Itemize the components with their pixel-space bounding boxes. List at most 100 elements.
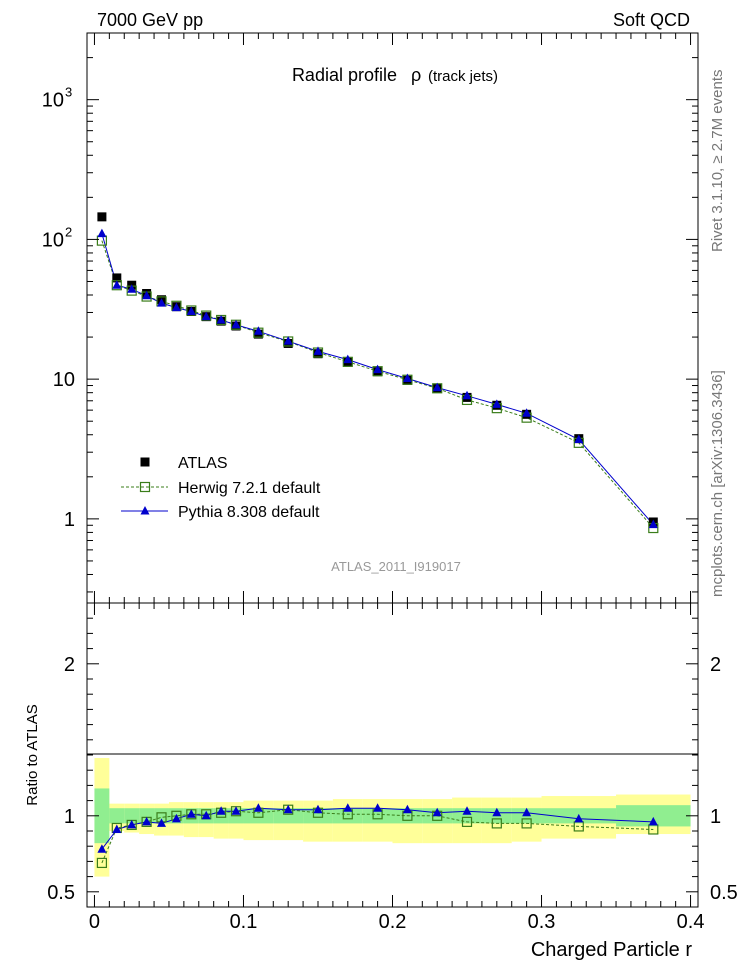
- main-point-s2-10: [253, 326, 263, 335]
- ratio-point-s1-2: [127, 819, 137, 829]
- x-tick-label-3: 0.3: [528, 911, 556, 933]
- legend-marker-0: [140, 457, 150, 467]
- main-point-s2-5: [171, 302, 181, 312]
- main-point-s1-6: [186, 305, 197, 316]
- mcplots-label: mcplots.cern.ch [arXiv:1306.3436]: [709, 370, 726, 597]
- ratio-point-s0-17: [461, 816, 473, 827]
- ratio-y-tick-label-2: 2: [64, 654, 75, 676]
- ratio-point-s1-21: [648, 816, 658, 826]
- main-y-tick-label-2: 10: [53, 369, 75, 391]
- main-point-s2-12: [313, 346, 323, 355]
- ratio-point-s1-10: [253, 803, 263, 812]
- ratio-series-line-0: [101, 809, 654, 864]
- legend-label-0: ATLAS: [178, 455, 228, 472]
- ratio-point-s1-14: [373, 803, 383, 812]
- main-point-s2-7: [201, 311, 211, 321]
- main-point-s2-14: [373, 364, 383, 374]
- main-y-tick-label-0: 10: [42, 90, 64, 112]
- ratio-stat-band-2: [124, 808, 140, 824]
- ratio-y-tick-labels-right: 0.5 1 2: [710, 654, 738, 904]
- ratio-point-s1-6: [186, 809, 196, 818]
- ratio-point-s1-20: [574, 813, 584, 823]
- ratio-point-s1-3: [142, 816, 152, 826]
- legend-marker-1: [139, 481, 151, 493]
- x-tick-label-4: 0.4: [677, 911, 705, 933]
- ratio-stat-band-10: [243, 808, 274, 824]
- main-point-s2-13: [343, 354, 353, 364]
- main-point-s2-20: [574, 434, 584, 443]
- main-point-s2-1: [112, 280, 122, 289]
- ratio-frame: [86, 602, 699, 908]
- main-point-s2-19: [522, 408, 532, 417]
- ratio-point-s1-13: [343, 803, 353, 812]
- ratio-point-s0-19: [521, 818, 532, 829]
- ratio-point-s1-4: [157, 818, 167, 827]
- main-series-line-2: [101, 233, 654, 525]
- ratio-point-s1-16: [432, 807, 442, 817]
- ratio-point-s1-17: [462, 806, 472, 815]
- main-point-s0-0: [97, 212, 107, 222]
- ratio-stat-band-3: [139, 808, 155, 824]
- ratio-point-s1-1: [112, 824, 122, 833]
- ratio-y-axis-label: Ratio to ATLAS: [24, 704, 41, 805]
- main-point-s2-21: [648, 519, 658, 529]
- main-y-tick-label-1: 10: [42, 229, 64, 251]
- ratio-y-tick-label-0: 0.5: [47, 882, 75, 904]
- ratio-y-tick-label-right-1: 1: [710, 806, 721, 828]
- ratio-stat-band-1: [109, 808, 125, 824]
- x-tick-label-2: 0.2: [379, 911, 407, 933]
- header-left: 7000 GeV pp: [97, 10, 203, 30]
- main-point-s2-8: [216, 314, 226, 324]
- main-title-suffix: (track jets): [428, 68, 498, 85]
- main-plot-area: [96, 212, 659, 534]
- main-y-tick-exponent-0: 3: [65, 85, 72, 100]
- main-title: Radial profile: [292, 65, 397, 85]
- ratio-y-tick-label-right-0: 0.5: [710, 882, 738, 904]
- header-right: Soft QCD: [613, 10, 690, 30]
- main-title-symbol: ρ: [411, 65, 421, 85]
- ratio-y-tick-label-1: 1: [64, 806, 75, 828]
- ratio-point-s1-0: [97, 844, 107, 853]
- main-point-s2-0: [97, 228, 107, 238]
- main-ticks: [87, 32, 698, 603]
- ratio-stat-band-14: [362, 808, 393, 824]
- ratio-plot-area: [96, 803, 659, 869]
- main-y-tick-exponent-1: 2: [65, 224, 72, 239]
- legend-marker-2: [140, 506, 150, 515]
- legend-label-1: Herwig 7.2.1 default: [178, 480, 321, 497]
- ratio-uncertainty-bands: [94, 758, 691, 877]
- ratio-stat-band-0: [94, 788, 110, 844]
- legend: ATLAS Herwig 7.2.1 default Pythia 8.308 de…: [121, 455, 321, 521]
- ratio-point-s1-19: [522, 807, 532, 817]
- ratio-point-s0-18: [491, 818, 502, 829]
- main-point-s2-18: [492, 399, 502, 408]
- ratio-y-tick-labels: 0.5 1 2: [47, 654, 75, 904]
- ratio-stat-band-11: [273, 808, 304, 824]
- ratio-point-s1-9: [231, 806, 241, 815]
- ratio-point-s1-7: [201, 810, 211, 820]
- ratio-point-s1-11: [283, 804, 293, 814]
- main-point-s2-16: [432, 382, 442, 392]
- ratio-point-s1-5: [171, 813, 181, 823]
- main-point-s2-4: [157, 298, 167, 307]
- main-point-s2-6: [186, 306, 196, 315]
- main-point-s2-15: [402, 373, 412, 383]
- main-point-s2-3: [142, 290, 152, 300]
- x-axis-label: Charged Particle r: [531, 939, 693, 961]
- ratio-point-s1-8: [216, 806, 226, 815]
- ratio-ticks: [87, 603, 698, 907]
- x-tick-label-0: 0: [89, 911, 100, 933]
- ratio-y-tick-label-right-2: 2: [710, 654, 721, 676]
- ratio-point-s1-15: [402, 804, 412, 814]
- x-tick-label-1: 0.1: [230, 911, 258, 933]
- rivet-label: Rivet 3.1.10, ≥ 2.7M events: [709, 70, 726, 253]
- main-point-s2-2: [127, 284, 137, 293]
- x-tick-labels: 0 0.1 0.2 0.3 0.4: [89, 911, 705, 933]
- ratio-point-s0-0: [96, 857, 108, 869]
- ratio-stat-band-4: [154, 808, 169, 824]
- main-y-tick-label-3: 1: [64, 509, 75, 531]
- main-point-s2-17: [462, 390, 472, 400]
- ratio-series-line-1: [101, 807, 654, 850]
